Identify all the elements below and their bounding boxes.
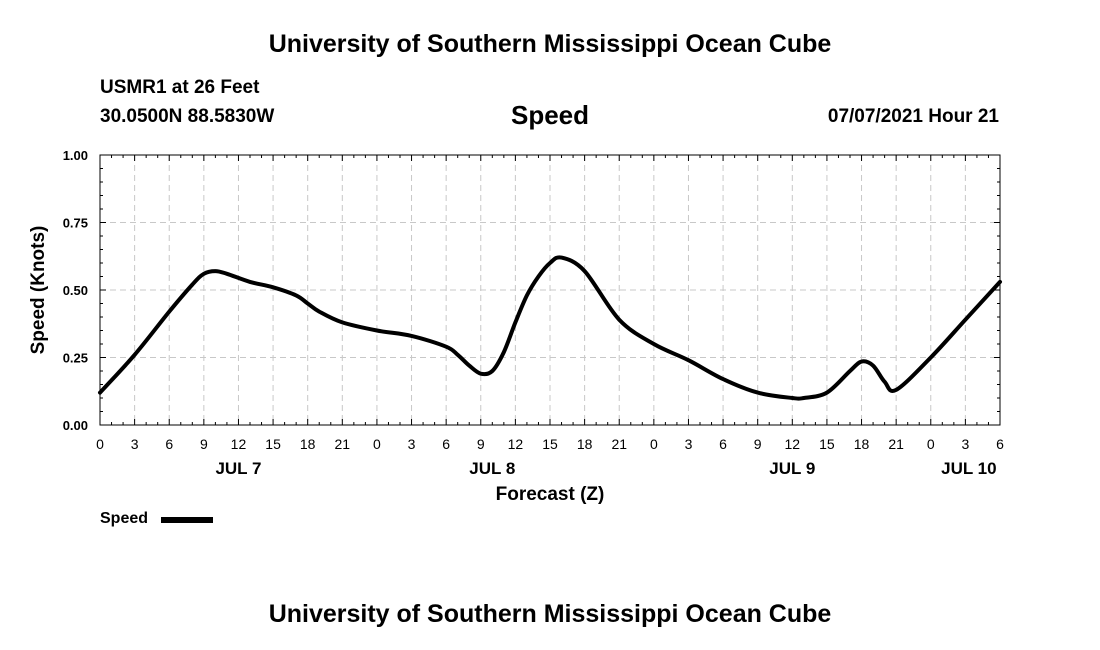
x-tick-label: 6 bbox=[719, 436, 727, 452]
x-tick-label: 9 bbox=[754, 436, 762, 452]
x-tick-label: 9 bbox=[200, 436, 208, 452]
x-tick-label: 18 bbox=[854, 436, 870, 452]
forecast-datestamp: 07/07/2021 Hour 21 bbox=[827, 106, 999, 127]
station-coordinates: 30.0500N 88.5830W bbox=[100, 106, 275, 127]
x-tick-label: 12 bbox=[785, 436, 801, 452]
x-date-label: JUL 10 bbox=[941, 459, 996, 478]
x-tick-label: 21 bbox=[611, 436, 627, 452]
axes bbox=[99, 154, 1001, 426]
x-tick-label: 15 bbox=[819, 436, 835, 452]
x-axis-title: Forecast (Z) bbox=[496, 484, 605, 505]
x-tick-label: 15 bbox=[542, 436, 558, 452]
x-date-label: JUL 8 bbox=[469, 459, 515, 478]
x-tick-label: 9 bbox=[477, 436, 485, 452]
x-tick-label: 6 bbox=[996, 436, 1004, 452]
x-tick-label: 18 bbox=[300, 436, 316, 452]
chart-title-bottom: University of Southern Mississippi Ocean… bbox=[268, 600, 832, 628]
x-tick-label: 0 bbox=[927, 436, 935, 452]
legend-label: Speed bbox=[100, 510, 149, 527]
x-date-label: JUL 7 bbox=[215, 459, 261, 478]
x-tick-label: 3 bbox=[961, 436, 969, 452]
series-line-speed bbox=[98, 255, 1002, 401]
x-tick-label: 12 bbox=[231, 436, 247, 452]
x-tick-label: 0 bbox=[96, 436, 104, 452]
x-tick-label: 12 bbox=[508, 436, 524, 452]
y-tick-label: 0.50 bbox=[63, 283, 88, 298]
grid-lines bbox=[100, 155, 1000, 425]
x-tick-label: 3 bbox=[408, 436, 416, 452]
y-tick-label: 1.00 bbox=[63, 148, 88, 163]
x-tick-label: 6 bbox=[442, 436, 450, 452]
legend-swatch bbox=[161, 517, 213, 523]
chart-title-top: University of Southern Mississippi Ocean… bbox=[268, 30, 832, 58]
x-tick-label: 21 bbox=[335, 436, 351, 452]
x-tick-label: 18 bbox=[577, 436, 593, 452]
x-tick-label: 0 bbox=[373, 436, 381, 452]
series-layer bbox=[98, 255, 1002, 401]
x-date-label: JUL 9 bbox=[769, 459, 815, 478]
y-axis-title: Speed (Knots) bbox=[28, 226, 49, 355]
variable-title: Speed bbox=[510, 100, 590, 130]
x-tick-label: 3 bbox=[685, 436, 693, 452]
y-tick-label: 0.25 bbox=[63, 351, 88, 366]
x-tick-label: 3 bbox=[131, 436, 139, 452]
x-tick-label: 6 bbox=[165, 436, 173, 452]
station-label: USMR1 at 26 Feet bbox=[100, 77, 260, 98]
x-tick-label: 21 bbox=[888, 436, 904, 452]
y-tick-label: 0.00 bbox=[63, 418, 88, 433]
axis-labels: 0 3 6 9 12 15 18 21 0 3 6 9 12 15 18 21 0 3 6 9 12 15 18 21 0 3 6J… bbox=[28, 148, 1004, 505]
x-tick-label: 15 bbox=[265, 436, 281, 452]
y-tick-label: 0.75 bbox=[63, 216, 88, 231]
x-tick-label: 0 bbox=[650, 436, 658, 452]
